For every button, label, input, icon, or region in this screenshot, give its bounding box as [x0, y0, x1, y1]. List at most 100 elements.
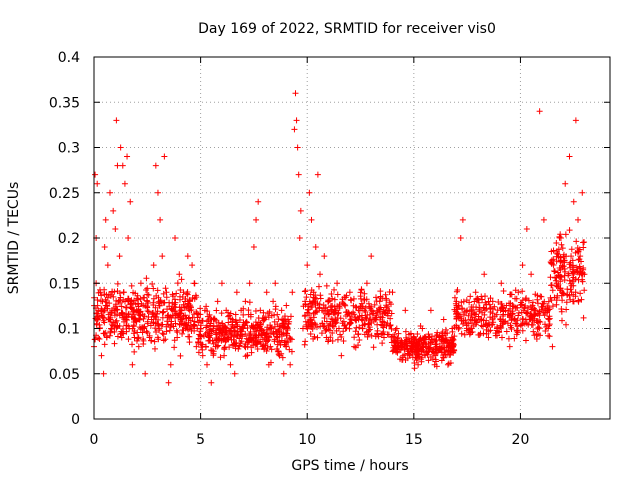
data-point	[213, 307, 220, 314]
data-point	[232, 311, 239, 318]
data-point	[380, 334, 387, 341]
data-point	[420, 339, 427, 346]
data-point	[218, 280, 225, 287]
data-point	[390, 344, 397, 351]
x-tick-label: 10	[298, 432, 316, 448]
data-point	[410, 334, 417, 341]
data-point	[377, 288, 384, 295]
data-point	[405, 335, 412, 342]
data-point	[340, 338, 347, 345]
data-point	[358, 312, 365, 319]
data-point	[114, 288, 121, 295]
data-point	[114, 323, 121, 330]
data-point	[479, 323, 486, 330]
data-point	[449, 325, 456, 332]
data-point	[182, 295, 189, 302]
data-point	[193, 343, 200, 350]
data-point	[276, 352, 283, 359]
data-point	[514, 329, 521, 336]
data-point	[425, 357, 432, 364]
data-point	[251, 331, 258, 338]
data-point	[335, 325, 342, 332]
data-point	[523, 225, 530, 232]
data-point	[546, 333, 553, 340]
data-point	[357, 295, 364, 302]
data-point	[528, 321, 535, 328]
data-point	[271, 323, 278, 330]
data-point	[104, 294, 111, 301]
data-point	[554, 269, 561, 276]
data-point	[321, 314, 328, 321]
data-point	[566, 277, 573, 284]
data-point	[208, 379, 215, 386]
data-point	[196, 317, 203, 324]
data-point	[363, 296, 370, 303]
data-point	[365, 328, 372, 335]
data-point	[384, 320, 391, 327]
data-point	[558, 274, 565, 281]
data-point	[283, 330, 290, 337]
data-point	[429, 333, 436, 340]
data-point	[256, 323, 263, 330]
data-point	[143, 275, 150, 282]
data-point	[225, 319, 232, 326]
data-point	[388, 310, 395, 317]
data-point	[128, 298, 135, 305]
data-point	[172, 315, 179, 322]
data-point	[329, 322, 336, 329]
data-point	[102, 302, 109, 309]
data-point	[234, 321, 241, 328]
data-point	[137, 308, 144, 315]
data-point	[511, 335, 518, 342]
data-point	[562, 180, 569, 187]
data-point	[104, 262, 111, 269]
data-point	[451, 294, 458, 301]
data-point	[140, 325, 147, 332]
y-tick-label: 0.05	[49, 367, 80, 383]
data-point	[550, 256, 557, 263]
data-point	[248, 349, 255, 356]
data-point	[159, 253, 166, 260]
data-point	[576, 256, 583, 263]
data-point	[176, 271, 183, 278]
data-point	[341, 301, 348, 308]
data-point	[294, 144, 301, 151]
data-point	[243, 335, 250, 342]
data-point	[548, 297, 555, 304]
data-point	[115, 298, 122, 305]
y-tick-label: 0.35	[49, 95, 80, 111]
data-point	[324, 307, 331, 314]
data-point	[222, 329, 229, 336]
data-point	[546, 313, 553, 320]
data-point	[299, 325, 306, 332]
data-point	[419, 325, 426, 332]
data-point	[315, 283, 322, 290]
data-point	[366, 311, 373, 318]
data-point	[116, 253, 123, 260]
data-point	[314, 171, 321, 178]
data-point	[202, 343, 209, 350]
data-point	[558, 308, 565, 315]
data-point	[171, 296, 178, 303]
data-point	[551, 294, 558, 301]
data-point	[519, 288, 526, 295]
data-point	[160, 331, 167, 338]
data-point	[155, 336, 162, 343]
data-point	[576, 263, 583, 270]
data-point	[394, 338, 401, 345]
data-point	[214, 337, 221, 344]
data-point	[147, 322, 154, 329]
data-point	[570, 198, 577, 205]
data-point	[122, 304, 129, 311]
data-point	[466, 331, 473, 338]
data-point	[557, 235, 564, 241]
data-point	[310, 314, 317, 321]
data-point	[332, 320, 339, 327]
data-point	[361, 321, 368, 328]
data-point	[287, 313, 294, 320]
data-point	[432, 352, 439, 359]
data-point	[150, 262, 157, 269]
data-point	[240, 325, 247, 332]
data-point	[190, 323, 197, 330]
data-point	[334, 336, 341, 343]
